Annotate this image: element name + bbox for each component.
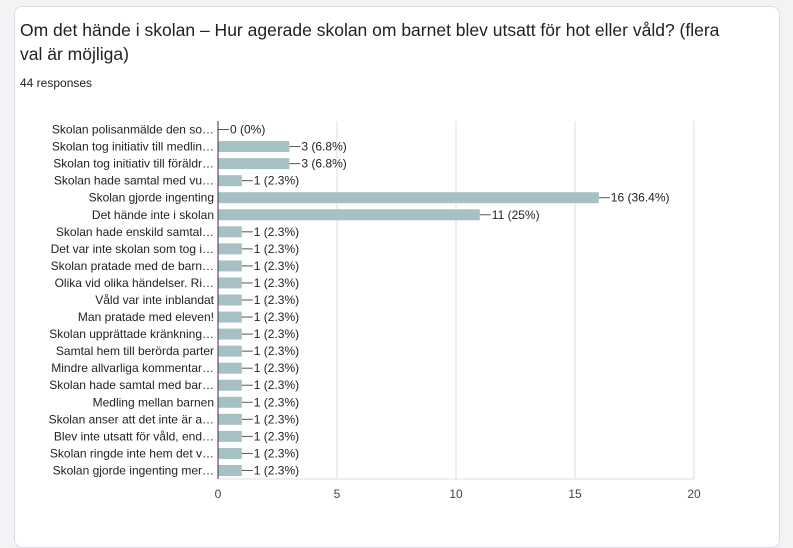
bar-chart: 0 5 10 15 20 0 (0%) Skolan polisanmälde den so… xyxy=(49,121,701,501)
bar xyxy=(218,362,242,374)
category-label: Skolan tog initiativ till föräldr… xyxy=(53,157,214,171)
data-label: 1 (2.3%) xyxy=(254,242,299,256)
category-label: Skolan upprättade kränkning… xyxy=(49,327,214,341)
data-label: 3 (6.8%) xyxy=(301,140,346,154)
data-label: 11 (25%) xyxy=(492,208,540,222)
data-label: 1 (2.3%) xyxy=(254,174,299,188)
category-label: Våld var inte inblandat xyxy=(95,293,214,307)
bar xyxy=(218,464,242,476)
category-label: Skolan hade samtal med vu… xyxy=(54,174,214,188)
category-label: Skolan polisanmälde den so… xyxy=(52,123,214,137)
category-label: Det hände inte i skolan xyxy=(92,208,214,222)
bar xyxy=(218,141,290,153)
data-label: 1 (2.3%) xyxy=(254,276,299,290)
bar xyxy=(218,192,599,204)
data-label: 1 (2.3%) xyxy=(254,225,299,239)
x-tick-label: 0 xyxy=(215,487,222,501)
x-tick-label: 20 xyxy=(687,487,701,501)
bar xyxy=(218,260,242,272)
bar xyxy=(218,226,242,238)
bar xyxy=(218,396,242,408)
category-label: Skolan hade samtal med bar… xyxy=(49,378,214,392)
category-label: Olika vid olika händelser. Ri… xyxy=(55,276,214,290)
bar xyxy=(218,294,242,306)
data-label: 1 (2.3%) xyxy=(254,310,299,324)
data-label: 1 (2.3%) xyxy=(254,293,299,307)
category-label: Samtal hem till berörda parter xyxy=(56,344,214,358)
data-label: 1 (2.3%) xyxy=(254,327,299,341)
category-label: Skolan tog initiativ till medlin… xyxy=(52,140,214,154)
category-label: Skolan anser att det inte är a… xyxy=(49,412,214,426)
data-label: 1 (2.3%) xyxy=(254,429,299,443)
bar xyxy=(218,175,242,187)
data-label: 1 (2.3%) xyxy=(254,463,299,477)
data-label: 1 (2.3%) xyxy=(254,395,299,409)
data-label: 1 (2.3%) xyxy=(254,412,299,426)
data-label: 3 (6.8%) xyxy=(301,157,346,171)
category-label: Medling mellan barnen xyxy=(93,395,214,409)
category-label: Mindre allvarliga kommentar… xyxy=(51,361,214,375)
data-label: 0 (0%) xyxy=(230,123,265,137)
category-label: Blev inte utsatt för våld, end… xyxy=(54,429,214,443)
data-label: 1 (2.3%) xyxy=(254,378,299,392)
bar xyxy=(218,311,242,323)
bar xyxy=(218,209,480,221)
data-label: 16 (36.4%) xyxy=(611,191,670,205)
category-label: Skolan gjorde ingenting mer… xyxy=(53,463,214,477)
bar xyxy=(218,413,242,425)
x-tick-label: 5 xyxy=(334,487,341,501)
bar xyxy=(218,243,242,255)
data-label: 1 (2.3%) xyxy=(254,361,299,375)
bar xyxy=(218,158,290,170)
bar xyxy=(218,447,242,459)
x-tick-label: 10 xyxy=(449,487,463,501)
x-tick-label: 15 xyxy=(568,487,582,501)
response-count: 44 responses xyxy=(20,76,93,90)
data-label: 1 (2.3%) xyxy=(254,259,299,273)
data-label: 1 (2.3%) xyxy=(254,344,299,358)
category-label: Det var inte skolan som tog i… xyxy=(51,242,214,256)
bar xyxy=(218,379,242,391)
bar xyxy=(218,277,242,289)
bar xyxy=(218,328,242,340)
category-label: Skolan pratade med de barn… xyxy=(51,259,214,273)
question-card xyxy=(14,6,780,548)
bar xyxy=(218,430,242,442)
question-title: Om det hände i skolan – Hur agerade skol… xyxy=(20,20,720,64)
bar xyxy=(218,345,242,357)
category-label: Skolan ringde inte hem det v… xyxy=(50,446,214,460)
category-label: Man pratade med eleven! xyxy=(78,310,214,324)
category-label: Skolan hade enskild samtal… xyxy=(56,225,214,239)
category-label: Skolan gjorde ingenting xyxy=(89,191,214,205)
data-label: 1 (2.3%) xyxy=(254,446,299,460)
